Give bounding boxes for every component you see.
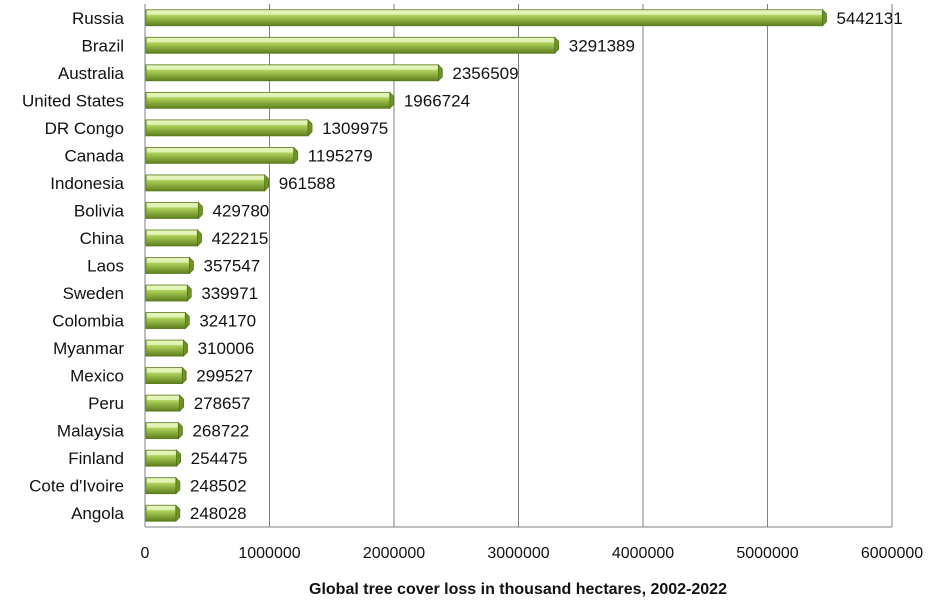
- bar: [145, 64, 443, 82]
- category-label: Brazil: [81, 36, 124, 55]
- value-label: 1195279: [308, 146, 373, 165]
- category-label: Angola: [71, 504, 124, 523]
- category-label: Myanmar: [53, 339, 124, 358]
- value-label: 324170: [199, 312, 256, 331]
- category-label: Malaysia: [57, 422, 125, 441]
- bar: [145, 504, 181, 522]
- category-label: DR Congo: [45, 119, 124, 138]
- axes: [144, 4, 892, 528]
- bar: [145, 229, 202, 247]
- value-label: 422215: [212, 229, 269, 248]
- category-label: Finland: [68, 449, 124, 468]
- bar: [145, 449, 181, 467]
- category-label: Australia: [58, 64, 125, 83]
- bar: [145, 256, 194, 275]
- value-label: 254475: [191, 449, 248, 468]
- value-label: 278657: [194, 394, 251, 413]
- bar: [145, 9, 827, 27]
- category-label: Cote d'Ivoire: [29, 477, 124, 496]
- value-label: 3291389: [569, 36, 635, 55]
- category-label: China: [80, 229, 125, 248]
- bar: [145, 476, 181, 495]
- value-label: 248028: [190, 504, 247, 523]
- bars: [145, 9, 827, 522]
- value-label: 1309975: [322, 119, 388, 138]
- bar: [145, 311, 190, 330]
- value-label: 5442131: [837, 9, 903, 28]
- value-label: 339971: [201, 284, 258, 303]
- value-label: 248502: [190, 477, 247, 496]
- bar: [145, 91, 395, 110]
- category-label: United States: [22, 91, 124, 110]
- x-tick-label: 6000000: [861, 545, 923, 562]
- bar: [145, 421, 183, 440]
- gridlines: [269, 4, 893, 527]
- value-label: 429780: [213, 201, 270, 220]
- bar: [145, 339, 188, 357]
- bar: [145, 201, 203, 220]
- x-tick-label: 1000000: [238, 545, 300, 562]
- x-tick-label: 3000000: [487, 545, 549, 562]
- bar: [145, 119, 313, 137]
- x-tick-label: 4000000: [612, 545, 674, 562]
- category-label: Canada: [64, 146, 124, 165]
- value-label: 299527: [196, 367, 253, 386]
- bar: [145, 394, 184, 412]
- bar: [145, 174, 270, 192]
- category-label: Laos: [87, 257, 124, 276]
- bar: [145, 366, 187, 385]
- category-label: Indonesia: [50, 174, 124, 193]
- bar: [145, 36, 560, 55]
- category-label: Bolivia: [74, 201, 125, 220]
- category-label: Russia: [72, 9, 125, 28]
- value-label: 961588: [279, 174, 336, 193]
- bar: [145, 146, 299, 165]
- category-label: Colombia: [52, 312, 124, 331]
- category-label: Mexico: [70, 367, 124, 386]
- category-label: Peru: [88, 394, 124, 413]
- bar: [145, 284, 192, 302]
- x-tick-label: 2000000: [363, 545, 425, 562]
- category-label: Sweden: [63, 284, 124, 303]
- x-axis-title: Global tree cover loss in thousand hecta…: [309, 581, 727, 598]
- value-label: 2356509: [452, 64, 518, 83]
- value-label: 310006: [198, 339, 255, 358]
- value-label: 268722: [192, 422, 249, 441]
- value-label: 357547: [204, 257, 261, 276]
- x-tick-label: 5000000: [736, 545, 798, 562]
- x-tick-label: 0: [141, 545, 150, 562]
- value-label: 1966724: [404, 91, 470, 110]
- labels: 0 1000000 2000000 3000000 4000000 5000000 6000…: [22, 9, 923, 562]
